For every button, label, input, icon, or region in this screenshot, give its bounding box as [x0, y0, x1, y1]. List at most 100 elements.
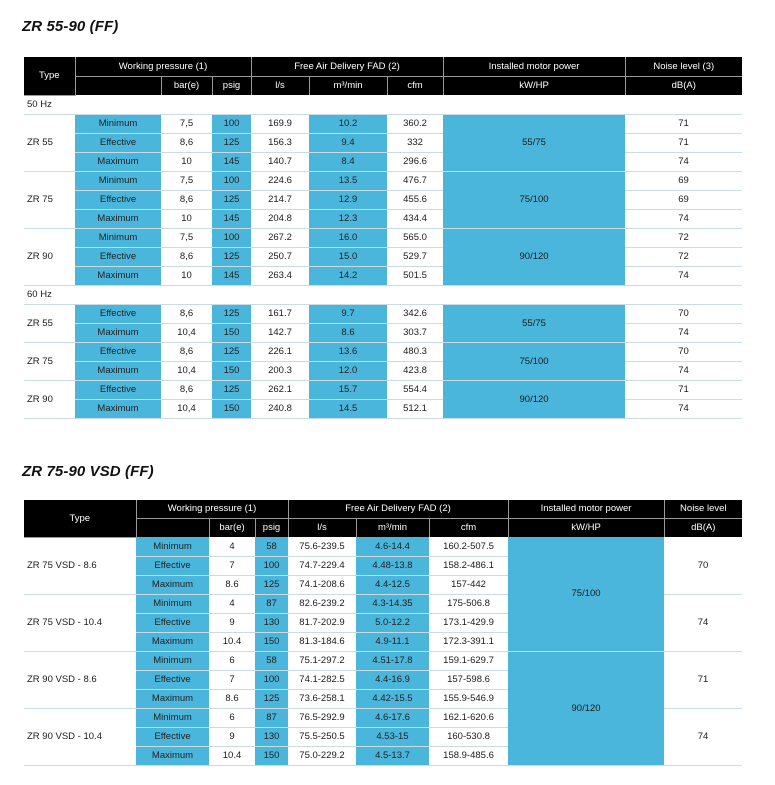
psig-value: 100: [255, 556, 288, 576]
m3min-value: 8.6: [309, 323, 387, 343]
cfm-value: 423.8: [387, 361, 444, 381]
table-row: Maximum 10,4 150 142.7 8.6 303.7 74: [24, 323, 743, 343]
header-bar: bar(e): [208, 518, 255, 537]
frequency-noise-blank: [625, 95, 743, 115]
table-row: Maximum 10,4 150 240.8 14.5 512.1 74: [24, 399, 743, 419]
bar-value: 10.4: [209, 632, 255, 652]
header-ls: l/s: [250, 76, 309, 95]
pressure-label: Effective: [75, 342, 161, 362]
type-cell: ZR 90 VSD - 10.4: [24, 708, 136, 766]
frequency-label: 50 Hz: [24, 95, 626, 115]
bar-value: 8.6: [209, 689, 255, 709]
pressure-label: Maximum: [75, 266, 161, 286]
type-cell: ZR 55: [24, 114, 75, 172]
m3min-value: 15.0: [309, 247, 387, 267]
header-fad: Free Air Delivery FAD (2): [287, 500, 509, 519]
type-cell: ZR 90 VSD - 8.6: [24, 651, 136, 709]
ls-value: 226.1: [251, 342, 309, 362]
cfm-value: 455.6: [387, 190, 444, 210]
psig-value: 145: [212, 266, 251, 286]
noise-value: 72: [625, 247, 743, 267]
table-row: Maximum 10.4 150 81.3-184.6 4.9-11.1 172.3-39…: [24, 632, 742, 652]
pressure-label: Maximum: [75, 209, 161, 229]
pressure-label: Effective: [136, 556, 209, 576]
table-row: Effective 7 100 74.7-229.4 4.48-13.8 158.2-48…: [24, 556, 742, 576]
header-fad: Free Air Delivery FAD (2): [250, 57, 444, 77]
ls-value: 156.3: [251, 133, 309, 153]
bar-value: 7,5: [161, 114, 212, 134]
ls-value: 75.5-250.5: [288, 727, 356, 747]
cfm-value: 529.7: [387, 247, 444, 267]
frequency-row: 60 Hz: [24, 285, 743, 305]
pressure-label: Maximum: [75, 361, 161, 381]
m3min-value: 4.51-17.8: [356, 651, 429, 671]
motor-power-cell: 90/120: [443, 380, 626, 419]
bar-value: 8,6: [161, 380, 212, 400]
ls-value: 169.9: [251, 114, 309, 134]
noise-value: 69: [625, 171, 743, 191]
m3min-value: 13.5: [309, 171, 387, 191]
cfm-value: 173.1-429.9: [429, 613, 509, 633]
pressure-label: Minimum: [75, 228, 161, 248]
header-noise-level: Noise level (3): [624, 57, 743, 77]
table2-body: ZR 75 VSD - 8.6 Minimum 4 58 75.6-239.5 4.6-1…: [24, 537, 743, 766]
bar-value: 8,6: [161, 247, 212, 267]
table-row: Maximum 10 145 204.8 12.3 434.4 74: [24, 209, 743, 229]
ls-value: 204.8: [251, 209, 309, 229]
bar-value: 7,5: [161, 171, 212, 191]
noise-value: 72: [625, 228, 743, 248]
header-kwhp: kW/HP: [507, 518, 665, 537]
m3min-value: 4.3-14.35: [356, 594, 429, 614]
m3min-value: 14.2: [309, 266, 387, 286]
table-row: ZR 55 Effective 8,6 125 161.7 9.7 342.6 55/75 70: [24, 304, 743, 343]
noise-value: 71: [664, 651, 743, 709]
type-cell: ZR 75: [24, 342, 75, 381]
bar-value: 10,4: [161, 361, 212, 381]
pressure-label: Minimum: [136, 708, 209, 728]
psig-value: 150: [255, 746, 288, 766]
bar-value: 8.6: [209, 575, 255, 595]
cfm-value: 434.4: [387, 209, 444, 229]
header-m3min: m³/min: [308, 76, 387, 95]
cfm-value: 160-530.8: [429, 727, 509, 747]
noise-value: 71: [625, 114, 743, 134]
table-row: Effective 9 130 81.7-202.9 5.0-12.2 173.1-429…: [24, 613, 742, 633]
table-row: ZR 90 VSD - 8.6 Minimum 6 58 75.1-297.2 4.51-…: [24, 651, 743, 766]
noise-value: 70: [664, 537, 743, 595]
m3min-value: 10.2: [309, 114, 387, 134]
ls-value: 75.1-297.2: [288, 651, 356, 671]
psig-value: 100: [255, 670, 288, 690]
m3min-value: 16.0: [309, 228, 387, 248]
cfm-value: 160.2-507.5: [429, 537, 509, 557]
ls-value: 76.5-292.9: [288, 708, 356, 728]
pressure-label: Effective: [136, 727, 209, 747]
psig-value: 100: [212, 228, 251, 248]
header-ls: l/s: [287, 518, 356, 537]
m3min-value: 9.7: [309, 304, 387, 324]
bar-value: 8,6: [161, 342, 212, 362]
pressure-label: Effective: [75, 380, 161, 400]
header-type: Type: [24, 57, 75, 96]
bar-value: 10: [161, 152, 212, 172]
ls-value: 250.7: [251, 247, 309, 267]
ls-value: 81.3-184.6: [288, 632, 356, 652]
psig-value: 150: [212, 399, 251, 419]
cfm-value: 476.7: [387, 171, 444, 191]
noise-value: 74: [625, 323, 743, 343]
header-working-pressure: Working pressure (1): [135, 500, 288, 519]
table1-title: ZR 55-90 (FF): [22, 18, 119, 35]
cfm-value: 157-442: [429, 575, 509, 595]
ls-value: 75.0-229.2: [288, 746, 356, 766]
psig-value: 150: [212, 361, 251, 381]
noise-value: 74: [625, 209, 743, 229]
header-pressure-label-cell: [135, 518, 209, 537]
psig-value: 145: [212, 152, 251, 172]
type-cell: ZR 75: [24, 171, 75, 229]
m3min-value: 4.6-14.4: [356, 537, 429, 557]
psig-value: 150: [255, 632, 288, 652]
bar-value: 7: [209, 556, 255, 576]
bar-value: 4: [209, 594, 255, 614]
cfm-value: 155.9-546.9: [429, 689, 509, 709]
motor-power-cell: 55/75: [443, 304, 626, 343]
ls-value: 75.6-239.5: [288, 537, 356, 557]
